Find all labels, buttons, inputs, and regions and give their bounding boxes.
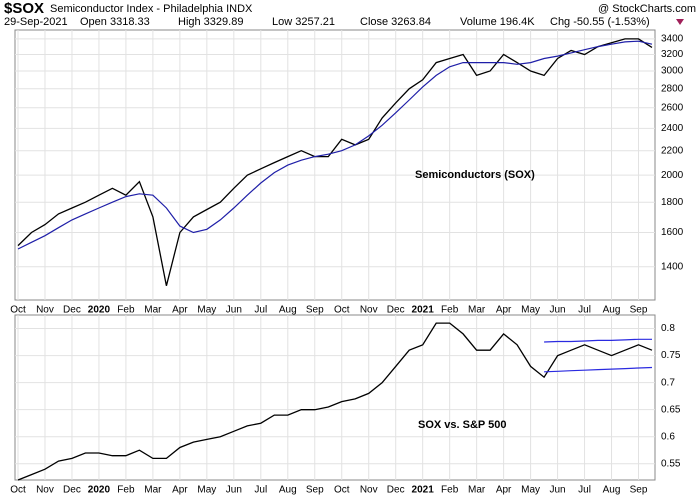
low: Low 3257.21 [272,16,335,28]
y-tick-label: 3000 [661,66,684,77]
y-tick-label: 3200 [661,49,684,60]
volume: Volume 196.4K [460,16,535,28]
x-tick-label: Jul [254,305,267,316]
y-tick-label: 0.6 [661,431,675,442]
x-tick-label: Aug [603,305,621,316]
series-line [17,322,653,481]
x-tick-label: Jul [254,485,267,496]
x-tick-label: Oct [10,485,26,496]
x-tick-label: Mar [468,485,486,496]
y-tick-label: 2600 [661,102,684,113]
x-tick-label: Sep [306,305,324,316]
y-tick-label: 0.75 [661,350,681,361]
x-tick-label: Aug [279,485,297,496]
y-tick-label: 2400 [661,123,684,134]
y-tick-label: 2800 [661,83,684,94]
series-line [544,366,653,373]
x-tick-label: May [521,305,540,316]
x-tick-label: Feb [117,485,135,496]
y-tick-label: 3400 [661,34,684,45]
panel-label: Semiconductors (SOX) [415,169,535,181]
x-tick-label: Dec [387,485,405,496]
x-tick-label: Feb [441,305,459,316]
x-tick-label: Apr [172,485,188,496]
index-name: Semiconductor Index - Philadelphia INDX [50,3,253,15]
y-tick-label: 0.8 [661,323,675,334]
x-tick-label: Nov [36,305,54,316]
x-tick-label: Aug [279,305,297,316]
x-tick-label: Apr [172,305,188,316]
x-tick-label: Apr [496,485,512,496]
x-tick-label: Jun [226,305,242,316]
x-tick-label: Jun [550,485,566,496]
x-tick-label: Aug [603,485,621,496]
x-tick-label: Jul [578,485,591,496]
y-tick-label: 2000 [661,170,684,181]
y-tick-label: 0.7 [661,377,675,388]
open: Open 3318.33 [80,16,150,28]
x-tick-label: Oct [334,305,350,316]
x-tick-label: Feb [117,305,135,316]
x-tick-label: Jun [226,485,242,496]
x-tick-label: Mar [144,485,162,496]
plot-frame [14,29,656,301]
symbol: $SOX [4,0,44,17]
x-tick-label: Sep [306,485,324,496]
x-tick-label: Nov [360,485,378,496]
x-tick-label: 2020 [88,305,111,316]
y-tick-label: 1600 [661,227,684,238]
x-tick-label: Oct [334,485,350,496]
x-tick-label: 2020 [88,485,111,496]
y-tick-label: 1800 [661,197,684,208]
x-tick-label: Sep [630,305,648,316]
x-tick-label: Apr [496,305,512,316]
series-line [17,40,653,250]
down-arrow [676,19,684,25]
plot-frame [14,314,656,481]
x-tick-label: Dec [63,305,81,316]
x-tick-label: Dec [387,305,405,316]
y-tick-label: 2200 [661,145,684,156]
source: @ StockCharts.com [598,3,696,15]
x-tick-label: Sep [630,485,648,496]
x-tick-label: Mar [144,305,162,316]
x-tick-label: Mar [468,305,486,316]
high: High 3329.89 [178,16,243,28]
x-tick-label: 2021 [412,305,435,316]
series-line [17,38,653,286]
y-tick-label: 0.55 [661,458,681,469]
panel-label: SOX vs. S&P 500 [418,419,506,431]
change: Chg -50.55 (-1.53%) [550,16,650,28]
x-tick-label: Nov [36,485,54,496]
x-tick-label: May [197,485,216,496]
x-tick-label: May [197,305,216,316]
x-tick-label: Jun [550,305,566,316]
x-tick-label: 2021 [412,485,435,496]
y-tick-label: 1400 [661,261,684,272]
x-tick-label: Dec [63,485,81,496]
y-tick-label: 0.65 [661,404,681,415]
x-tick-label: Nov [360,305,378,316]
x-tick-label: May [521,485,540,496]
date: 29-Sep-2021 [4,16,68,28]
close: Close 3263.84 [360,16,431,28]
series-line [544,338,652,343]
x-tick-label: Feb [441,485,459,496]
x-tick-label: Jul [578,305,591,316]
x-tick-label: Oct [10,305,26,316]
